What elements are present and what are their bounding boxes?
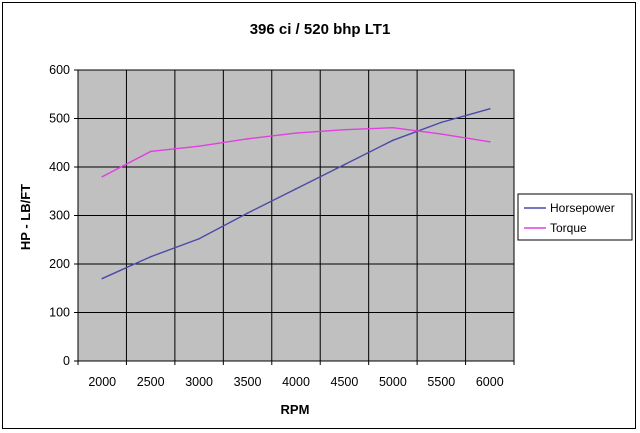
- y-axis-title: HP - LB/FT: [18, 184, 33, 250]
- torque-point: [149, 150, 152, 153]
- horsepower-point: [198, 237, 200, 240]
- legend-label-horsepower: Horsepower: [550, 201, 615, 215]
- torque-point: [440, 133, 443, 135]
- x-tick-label: 4000: [282, 375, 310, 389]
- x-axis-title: RPM: [281, 402, 310, 417]
- y-tick-label: 400: [49, 160, 70, 174]
- torque-point: [246, 138, 249, 140]
- horsepower-point: [392, 139, 394, 142]
- x-tick-label: 2500: [137, 375, 165, 389]
- horsepower-point: [488, 108, 491, 110]
- legend-box: [517, 193, 633, 241]
- legend-label-torque: Torque: [550, 221, 587, 235]
- y-tick-label: 100: [49, 306, 70, 320]
- torque-point: [295, 132, 297, 134]
- series-lines: [101, 108, 491, 280]
- legend: Horsepower Torque: [517, 193, 633, 241]
- x-tick-label: 6000: [476, 375, 504, 389]
- horsepower-point: [149, 255, 152, 258]
- horsepower-point: [343, 163, 346, 166]
- torque-point: [488, 140, 491, 143]
- torque-point: [198, 145, 200, 147]
- gridlines: [78, 70, 514, 361]
- y-tick-label: 500: [49, 112, 70, 126]
- torque-point: [392, 126, 394, 129]
- x-tick-label: 3000: [185, 375, 213, 389]
- x-tick-label: 2000: [88, 375, 116, 389]
- x-tick-label: 5500: [427, 375, 455, 389]
- y-tick-label: 0: [63, 354, 70, 368]
- horsepower-point: [246, 212, 249, 214]
- horsepower-point: [440, 121, 443, 124]
- y-tick-label: 300: [49, 209, 70, 223]
- x-tick-label: 3500: [234, 375, 262, 389]
- x-tick-label: 4500: [331, 375, 359, 389]
- y-tick-label: 200: [49, 257, 70, 271]
- horsepower-point: [295, 188, 297, 190]
- x-tick-label: 5000: [379, 375, 407, 389]
- torque-point: [343, 128, 346, 131]
- chart-title: 396 ci / 520 bhp LT1: [250, 21, 391, 38]
- y-tick-label: 600: [49, 63, 70, 77]
- torque-point: [101, 175, 104, 178]
- axes: 0 100 200 300 400 500 600 2000 2500 3000 3500 4000 4…: [49, 63, 515, 389]
- horsepower-point: [101, 277, 104, 280]
